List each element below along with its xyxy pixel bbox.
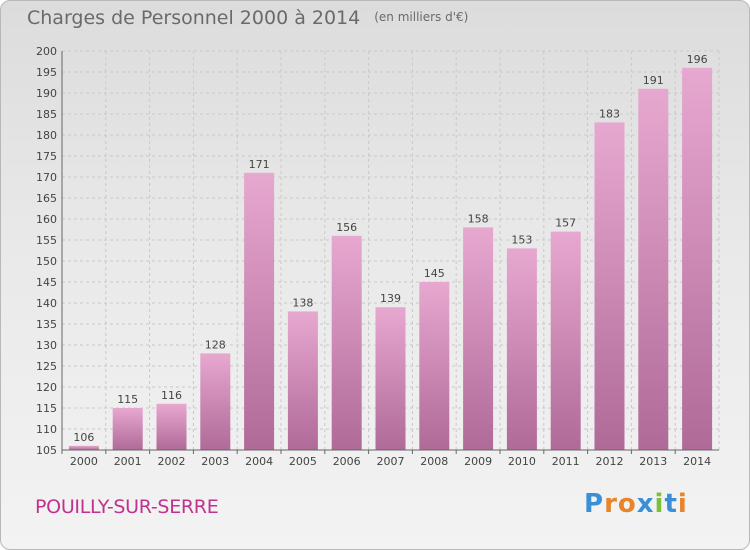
- x-tick-label-2007: 2007: [377, 455, 405, 468]
- x-tick-label-2004: 2004: [245, 455, 273, 468]
- logo-letter: i: [654, 489, 665, 519]
- y-tick-label-195: 195: [36, 66, 57, 79]
- bar-2003: [200, 353, 231, 450]
- y-tick-label-170: 170: [36, 171, 57, 184]
- proxiti-logo[interactable]: Proxiti: [584, 489, 688, 519]
- value-label-2008: 145: [424, 267, 445, 280]
- x-tick-label-2002: 2002: [158, 455, 186, 468]
- x-tick-label-2013: 2013: [639, 455, 667, 468]
- y-tick-label-180: 180: [36, 129, 57, 142]
- y-tick-label-175: 175: [36, 150, 57, 163]
- bar-2007: [375, 307, 406, 450]
- y-tick-label-140: 140: [36, 297, 57, 310]
- x-tick-label-2005: 2005: [289, 455, 317, 468]
- x-tick-label-2014: 2014: [683, 455, 711, 468]
- value-label-2006: 156: [336, 221, 357, 234]
- chart-title: Charges de Personnel 2000 à 2014 (en mill…: [27, 7, 468, 29]
- y-tick-label-185: 185: [36, 108, 57, 121]
- value-label-2000: 106: [73, 431, 94, 444]
- y-tick-label-125: 125: [36, 360, 57, 373]
- y-tick-label-130: 130: [36, 339, 57, 352]
- logo-letter: o: [617, 489, 637, 519]
- y-tick-label-155: 155: [36, 234, 57, 247]
- bar-2001: [112, 408, 143, 450]
- x-tick-label-2006: 2006: [333, 455, 361, 468]
- bars: 106 115 116 128 171 138 156 139 145 158 153 157 183 1…: [68, 53, 713, 451]
- x-tick-label-2011: 2011: [552, 455, 580, 468]
- x-tick-label-2000: 2000: [70, 455, 98, 468]
- x-tick-label-2003: 2003: [201, 455, 229, 468]
- logo-letter: t: [664, 489, 678, 519]
- y-tick-label-145: 145: [36, 276, 57, 289]
- logo-letter: P: [584, 489, 605, 519]
- value-label-2011: 157: [555, 217, 576, 230]
- bar-2008: [419, 282, 450, 450]
- x-tick-label-2008: 2008: [420, 455, 448, 468]
- logo-letter: i: [677, 489, 688, 519]
- value-label-2005: 138: [292, 296, 313, 309]
- logo-letter: x: [636, 489, 655, 519]
- bar-2006: [331, 235, 362, 450]
- bar-2000: [68, 445, 99, 450]
- y-tick-label-190: 190: [36, 87, 57, 100]
- bar-2010: [506, 248, 537, 450]
- bar-2011: [550, 231, 581, 450]
- y-tick-label-160: 160: [36, 213, 57, 226]
- bar-2013: [638, 88, 669, 451]
- value-label-2010: 153: [511, 233, 532, 246]
- y-tick-label-105: 105: [36, 444, 57, 457]
- bar-2002: [156, 403, 187, 450]
- y-tick-label-165: 165: [36, 192, 57, 205]
- y-tick-label-110: 110: [36, 423, 57, 436]
- bar-2014: [682, 67, 713, 451]
- value-label-2013: 191: [643, 74, 664, 87]
- value-label-2014: 196: [687, 53, 708, 66]
- bar-2004: [244, 172, 275, 451]
- bar-2009: [463, 227, 494, 450]
- value-label-2007: 139: [380, 292, 401, 305]
- y-tick-label-200: 200: [36, 45, 57, 58]
- y-tick-label-135: 135: [36, 318, 57, 331]
- chart-title-unit: (en milliers d'€): [374, 10, 469, 24]
- value-label-2001: 115: [117, 393, 138, 406]
- x-tick-label-2001: 2001: [114, 455, 142, 468]
- logo-letter: r: [604, 489, 618, 519]
- chart-title-main: Charges de Personnel 2000 à 2014: [27, 7, 361, 29]
- value-label-2002: 116: [161, 389, 182, 402]
- value-label-2003: 128: [205, 338, 226, 351]
- y-tick-label-120: 120: [36, 381, 57, 394]
- value-label-2009: 158: [468, 212, 489, 225]
- y-tick-label-115: 115: [36, 402, 57, 415]
- x-tick-label-2012: 2012: [596, 455, 624, 468]
- value-label-2004: 171: [249, 158, 270, 171]
- axes: 105 110 115 120 125 130 135 140 145 150 155 160 165 1…: [36, 45, 719, 468]
- x-tick-label-2009: 2009: [464, 455, 492, 468]
- y-tick-label-150: 150: [36, 255, 57, 268]
- bar-2005: [287, 311, 318, 450]
- x-tick-label-2010: 2010: [508, 455, 536, 468]
- value-label-2012: 183: [599, 107, 620, 120]
- bar-2012: [594, 122, 625, 451]
- commune-name: POUILLY-SUR-SERRE: [35, 496, 219, 518]
